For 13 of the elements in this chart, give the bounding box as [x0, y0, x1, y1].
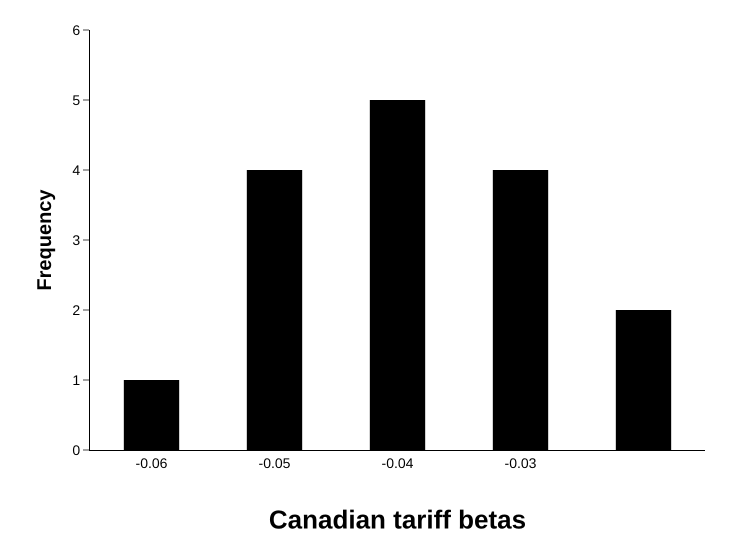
- x-tick-label: -0.03: [504, 454, 537, 471]
- y-tick-label: 1: [72, 372, 80, 388]
- y-tick-label: 3: [72, 232, 80, 248]
- y-axis-title: Frequency: [34, 188, 56, 291]
- y-tick-label: 4: [72, 162, 80, 178]
- x-axis-title: Canadian tariff betas: [268, 504, 526, 534]
- y-tick-label: 5: [72, 92, 80, 108]
- x-tick-label: -0.05: [258, 454, 291, 471]
- y-tick-label: 2: [72, 302, 80, 318]
- y-tick-label: 6: [72, 22, 80, 38]
- x-tick-label: -0.06: [136, 454, 168, 471]
- y-tick-label: 0: [72, 442, 80, 458]
- x-tick-label: -0.04: [382, 454, 414, 471]
